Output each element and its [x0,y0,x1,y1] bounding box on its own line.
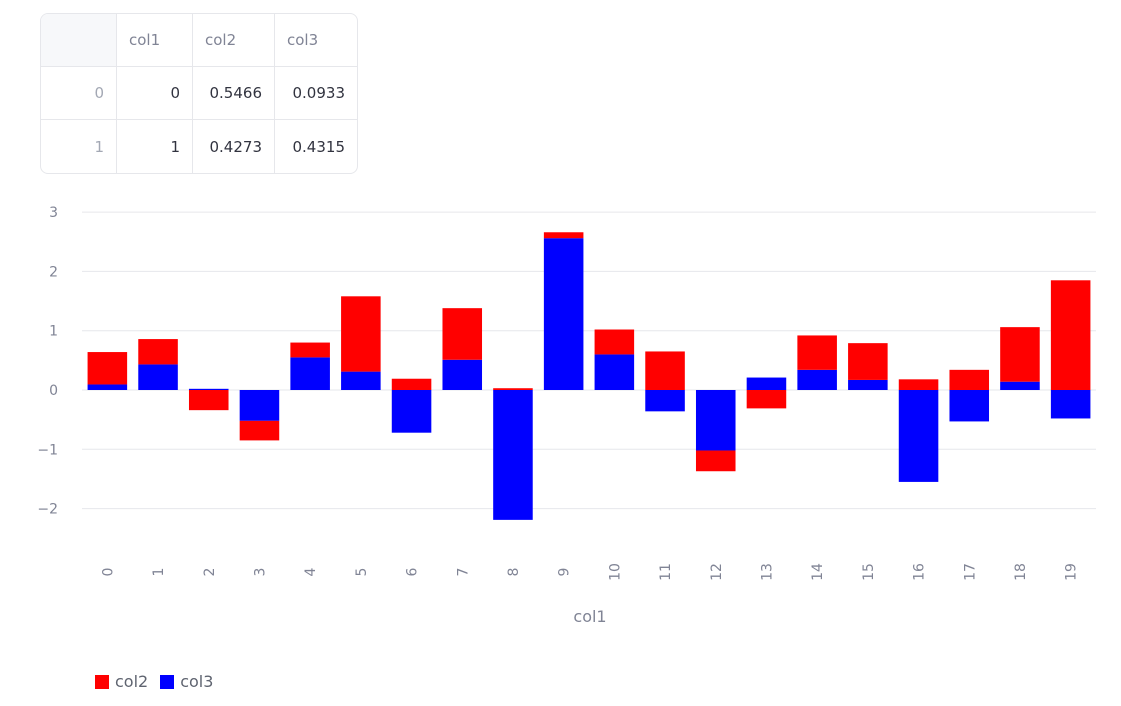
x-axis-ticks: 0 1 2 3 4 5 6 7 8 9 10 11 12 13 14 15 16 17 18 19 [100,563,1079,581]
table-row: 1 1 0.4273 0.4315 [41,120,357,173]
bar-col2-16[interactable] [898,379,939,390]
table-cell[interactable]: 0.5466 [193,67,275,120]
x-tick-label: 15 [861,563,877,581]
y-tick-label: 3 [49,205,58,221]
bar-col2-3[interactable] [239,420,280,441]
bar-col2-4[interactable] [290,342,330,358]
y-tick-label: −1 [37,442,58,458]
legend-item-col2[interactable]: col2 [95,672,148,691]
table-cell[interactable]: 0.4273 [193,120,275,173]
x-tick-label: 12 [709,563,725,581]
bar-col3-14[interactable] [797,369,837,390]
legend-label-col3: col3 [180,672,214,691]
bar-col2-2[interactable] [188,390,229,411]
bars [87,232,1091,520]
bar-col3-0[interactable] [87,384,128,390]
x-tick-label: 0 [100,568,116,577]
x-tick-label: 13 [759,563,775,581]
bar-col2-10[interactable] [594,329,635,355]
y-tick-label: 2 [49,264,58,280]
chart-legend: col2 col3 [95,672,217,691]
table-cell[interactable]: 0.0933 [275,67,357,120]
x-tick-label: 17 [962,563,978,581]
x-tick-label: 6 [405,567,421,576]
legend-swatch-col2 [95,674,109,689]
bar-col3-17[interactable] [949,390,990,422]
x-tick-label: 1 [151,568,167,577]
bar-col2-1[interactable] [138,339,178,365]
table-cell[interactable]: 1 [117,120,193,173]
table-row: 0 0 0.5466 0.0933 [41,67,357,120]
bar-col3-15[interactable] [848,379,888,390]
bar-col3-11[interactable] [645,390,685,412]
bar-col2-13[interactable] [746,390,787,409]
bar-col2-8[interactable] [493,388,533,390]
y-tick-label: 0 [49,383,58,399]
x-tick-label: 19 [1064,563,1080,581]
table-header-row: col1 col2 col3 [41,14,357,67]
bar-col3-8[interactable] [493,390,533,520]
gridlines [82,211,1096,510]
x-tick-label: 5 [354,568,370,577]
x-tick-label: 3 [252,568,268,577]
x-tick-label: 18 [1013,563,1029,581]
x-tick-label: 10 [607,563,623,581]
bar-col2-12[interactable] [695,450,736,472]
y-axis-ticks: −2 −1 0 1 2 3 [37,205,58,517]
column-header-col2[interactable]: col2 [193,14,275,67]
x-axis-title: col1 [573,607,606,626]
x-tick-label: 8 [506,568,522,577]
bar-col3-13[interactable] [746,377,787,390]
dataframe-table: col1 col2 col3 0 0 0.5466 0.0933 1 1 0.4… [40,13,358,174]
bar-col3-3[interactable] [239,390,280,421]
bar-col3-18[interactable] [1000,381,1040,390]
x-tick-label: 14 [810,563,826,581]
row-index: 0 [41,67,117,120]
column-header-col3[interactable]: col3 [275,14,357,67]
x-tick-label: 7 [455,568,471,577]
bar-col3-4[interactable] [290,357,330,390]
bar-col3-19[interactable] [1050,390,1091,419]
x-tick-label: 11 [658,563,674,581]
bar-col3-1[interactable] [138,364,178,390]
x-tick-label: 4 [303,567,319,576]
bar-col3-7[interactable] [442,359,483,390]
legend-item-col3[interactable]: col3 [160,672,213,691]
bar-col2-19[interactable] [1050,280,1091,390]
bar-col2-9[interactable] [543,232,584,239]
legend-label-col2: col2 [115,672,149,691]
bar-col2-7[interactable] [442,308,483,360]
bar-col3-12[interactable] [695,390,736,451]
bar-col3-5[interactable] [341,371,381,390]
y-tick-label: 1 [49,324,58,340]
bar-col2-18[interactable] [1000,327,1040,382]
bar-col2-6[interactable] [391,378,432,390]
x-tick-label: 9 [557,568,573,577]
index-header [41,14,117,67]
bar-col2-0[interactable] [87,352,128,385]
bar-col2-17[interactable] [949,369,990,390]
bar-col2-15[interactable] [848,343,888,380]
table-cell[interactable]: 0.4315 [292,137,346,156]
bar-col2-11[interactable] [645,351,685,390]
bar-col3-6[interactable] [391,390,432,433]
table-cell[interactable]: 0 [117,67,193,120]
bar-col3-10[interactable] [594,354,635,390]
legend-swatch-col3 [160,674,175,689]
bar-col3-16[interactable] [898,390,939,482]
bar-col2-5[interactable] [341,296,381,372]
x-tick-label: 16 [912,563,928,581]
y-tick-label: −2 [37,502,58,518]
column-header-col1[interactable]: col1 [117,14,193,67]
bar-col3-9[interactable] [543,238,584,390]
bar-col3-2[interactable] [188,388,229,390]
row-index: 1 [41,120,117,173]
bar-col2-14[interactable] [797,335,837,370]
x-tick-label: 2 [202,568,218,577]
